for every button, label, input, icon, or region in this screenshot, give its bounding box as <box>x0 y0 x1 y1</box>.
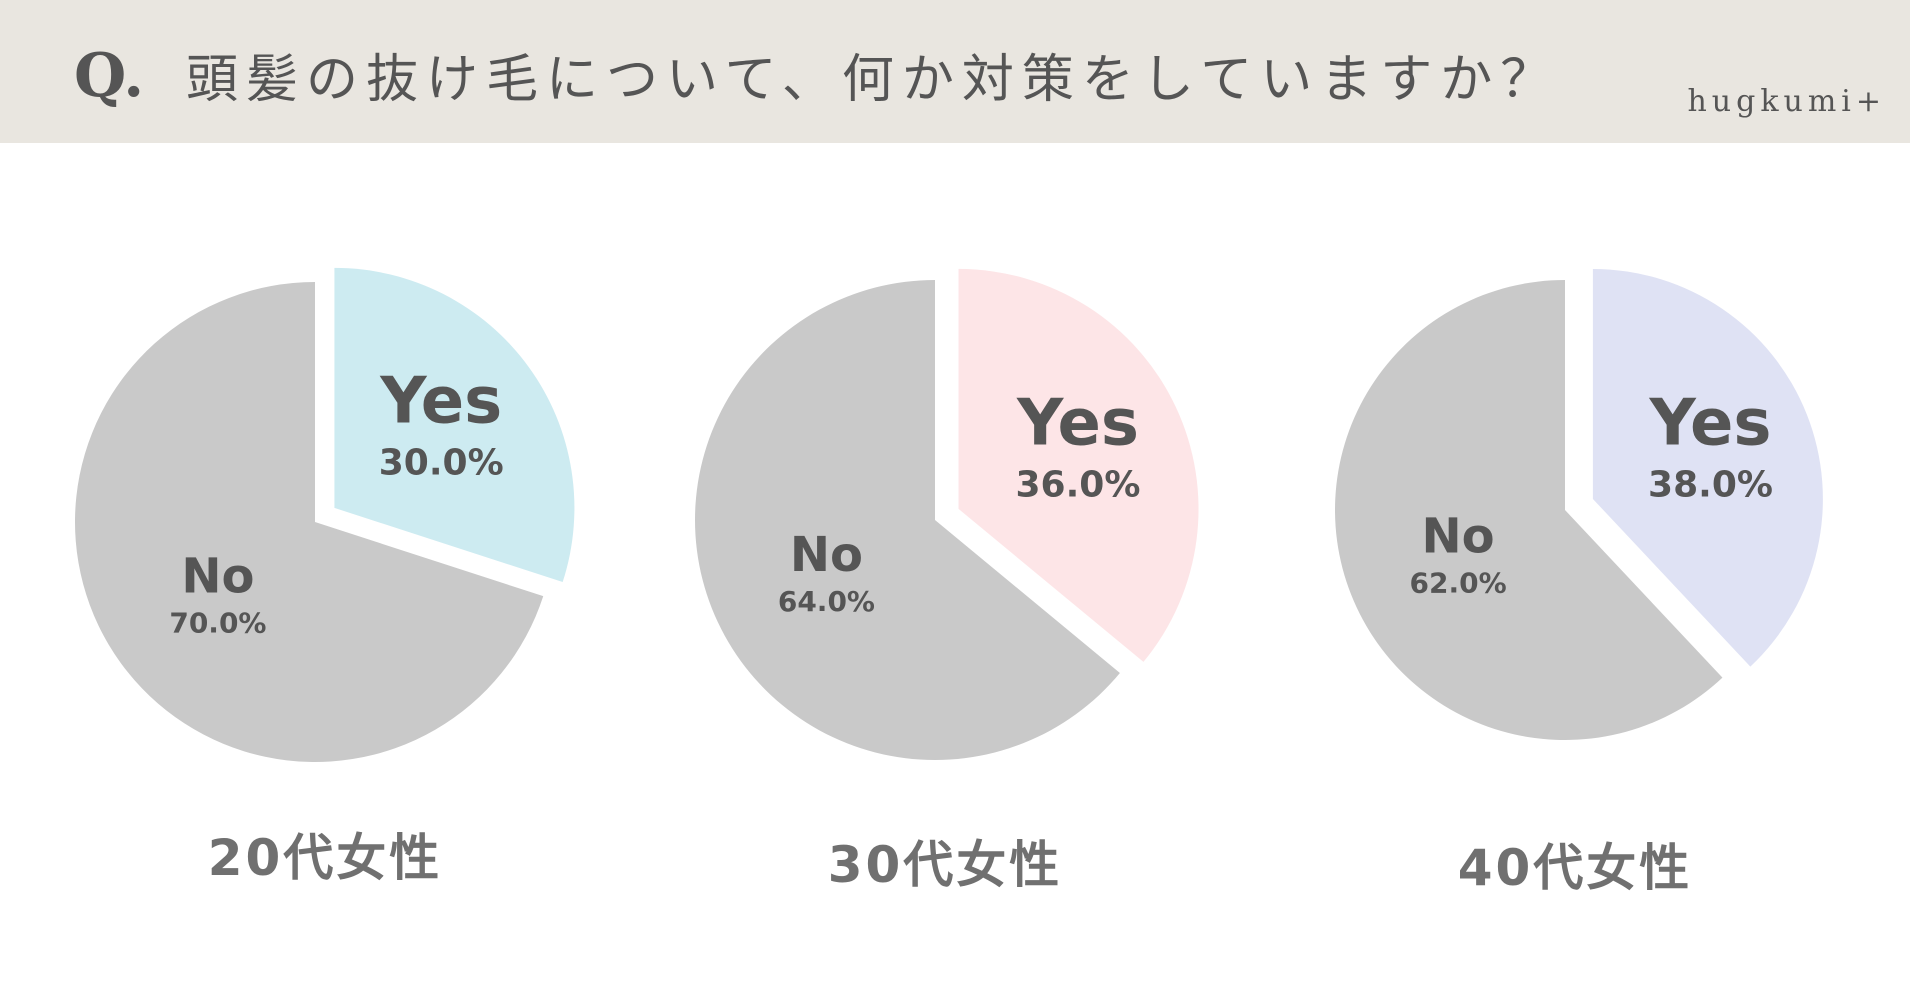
age-group-label: 20代女性 <box>208 829 443 887</box>
slice-value-yes: 36.0% <box>1016 465 1141 506</box>
slice-label-yes: Yes <box>379 364 502 438</box>
slice-value-no: 64.0% <box>778 585 875 618</box>
pie-slice-yes <box>334 267 575 583</box>
slice-value-no: 62.0% <box>1410 566 1507 599</box>
age-group-label: 30代女性 <box>828 836 1063 894</box>
pie-slice-no <box>74 282 544 762</box>
pie-slice-yes <box>958 268 1199 662</box>
slice-value-yes: 30.0% <box>379 442 504 483</box>
header-bar: Q. 頭髪の抜け毛について、何か対策をしていますか？ hugkumi+ <box>0 0 1910 143</box>
slice-value-no: 70.0% <box>169 607 266 640</box>
slice-label-no: No <box>1421 508 1494 564</box>
pie-slice-no <box>1334 280 1723 740</box>
question-mark-label: Q. <box>74 41 145 111</box>
slice-label-yes: Yes <box>1649 386 1772 460</box>
slice-label-yes: Yes <box>1016 387 1139 461</box>
survey-question: 頭髪の抜け毛について、何か対策をしていますか？ <box>186 50 1561 110</box>
brand-logo: hugkumi+ <box>1687 84 1886 119</box>
slice-label-no: No <box>790 527 863 583</box>
slice-label-no: No <box>181 549 254 605</box>
pie-slice-yes <box>1592 268 1823 667</box>
slice-value-yes: 38.0% <box>1648 464 1773 505</box>
pie-slice-no <box>695 280 1120 760</box>
age-group-label: 40代女性 <box>1458 839 1693 897</box>
